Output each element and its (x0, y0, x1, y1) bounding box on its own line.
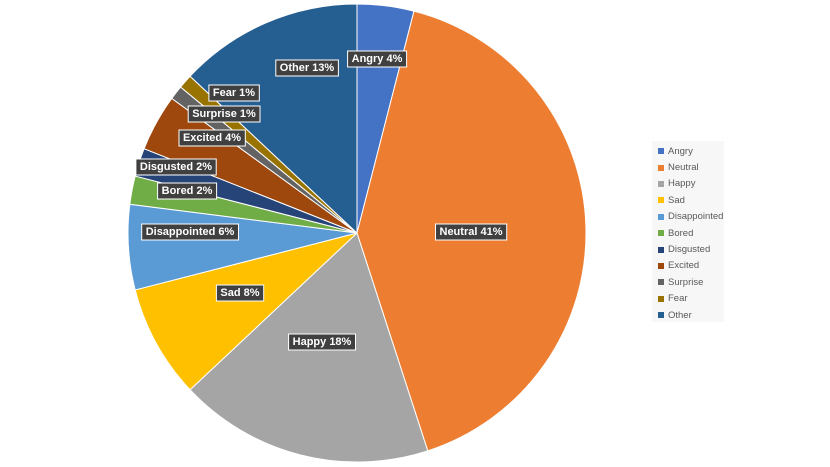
data-label-excited: Excited 4% (178, 129, 246, 147)
legend-label: Sad (668, 194, 685, 206)
data-label-box (178, 129, 246, 147)
data-label-bored: Bored 2% (157, 182, 218, 200)
data-label-text: Sad 8% (220, 287, 259, 299)
legend-label: Disappointed (668, 211, 724, 223)
data-label-box (215, 284, 265, 302)
legend-item-happy: Happy (658, 176, 724, 192)
legend-label: Excited (668, 260, 700, 272)
data-label-box (187, 105, 261, 123)
legend-item-neutral: Neutral (658, 159, 724, 175)
legend-item-excited: Excited (658, 258, 724, 274)
legend-label: Happy (668, 178, 696, 190)
data-label-box (435, 223, 508, 241)
legend-label: Neutral (668, 162, 699, 174)
legend-swatch (658, 312, 664, 319)
data-label-text: Happy 18% (293, 336, 352, 348)
legend-swatch (658, 213, 664, 220)
data-label-disappointed: Disappointed 6% (141, 223, 239, 241)
data-label-happy: Happy 18% (288, 333, 357, 351)
legend-item-bored: Bored (658, 225, 724, 241)
legend: Angry Neutral Happy Sad Disappointed Bored Dis… (652, 141, 724, 322)
data-label-box (208, 84, 260, 102)
legend-swatch (658, 295, 664, 302)
data-label-text: Bored 2% (162, 185, 213, 197)
data-labels: Angry 4% Neutral 41% Happy 18% Sad 8% Disapp… (135, 50, 508, 351)
data-label-surprise: Surprise 1% (187, 105, 261, 123)
legend-item-fear: Fear (658, 291, 724, 307)
pie-slice-sad (134, 232, 358, 391)
legend-item-sad: Sad (658, 192, 724, 208)
data-label-box (288, 333, 357, 351)
legend-swatch (658, 180, 664, 187)
data-label-sad: Sad 8% (215, 284, 265, 302)
legend-item-surprise: Surprise (658, 274, 724, 290)
legend-swatch (658, 246, 664, 253)
legend-label: Fear (668, 293, 688, 305)
legend-swatch (658, 197, 664, 204)
data-label-angry: Angry 4% (347, 50, 408, 68)
legend-item-other: Other (658, 307, 724, 323)
data-label-neutral: Neutral 41% (435, 223, 508, 241)
data-label-box (347, 50, 408, 68)
legend-item-disgusted: Disgusted (658, 241, 724, 257)
data-label-disgusted: Disgusted 2% (135, 158, 217, 176)
legend-label: Surprise (668, 276, 704, 288)
legend-swatch (658, 148, 664, 155)
legend-label: Bored (668, 227, 694, 239)
data-label-text: Disgusted 2% (140, 161, 212, 173)
legend-item-disappointed: Disappointed (658, 209, 724, 225)
data-label-other: Other 13% (275, 59, 339, 77)
data-label-text: Fear 1% (213, 87, 255, 99)
legend-swatch (658, 279, 664, 286)
legend-swatch (658, 230, 664, 237)
data-label-text: Disappointed 6% (146, 226, 235, 238)
data-label-box (141, 223, 239, 241)
data-label-text: Excited 4% (183, 132, 241, 144)
legend-label: Angry (668, 145, 693, 157)
data-label-text: Angry 4% (352, 53, 403, 65)
legend-swatch (658, 164, 664, 171)
legend-item-angry: Angry (658, 143, 724, 159)
data-label-box (275, 59, 339, 77)
data-label-box (135, 158, 217, 176)
data-label-text: Other 13% (280, 62, 335, 74)
data-label-text: Neutral 41% (440, 226, 503, 238)
legend-swatch (658, 262, 664, 269)
data-label-box (157, 182, 218, 200)
data-label-text: Surprise 1% (192, 108, 256, 120)
data-label-fear: Fear 1% (208, 84, 260, 102)
legend-label: Disgusted (668, 244, 711, 256)
legend-label: Other (668, 309, 692, 321)
